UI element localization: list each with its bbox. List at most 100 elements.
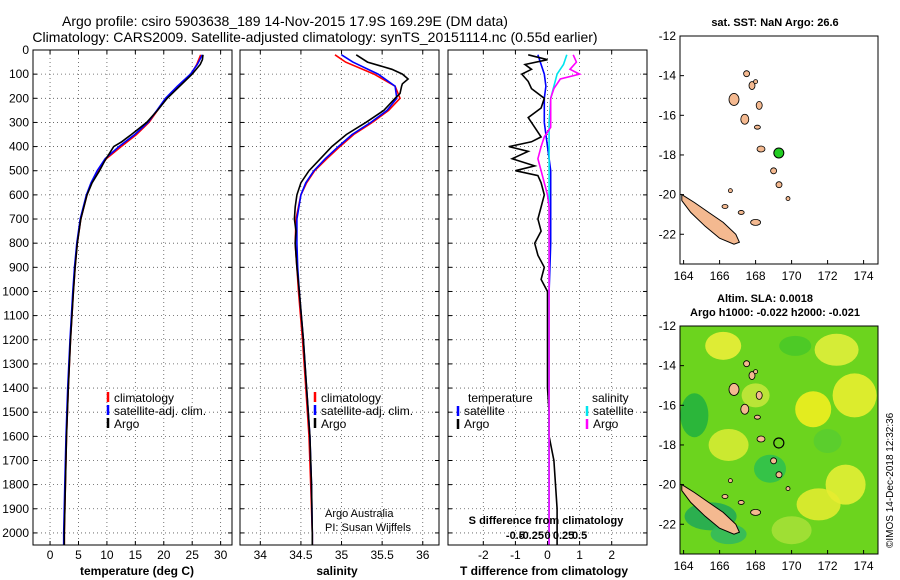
depth-tick-label: 200 xyxy=(9,91,29,105)
map-bottom-anomaly-blob xyxy=(771,516,812,545)
map-bottom-island xyxy=(754,414,761,420)
salinity-xtick-label: 36 xyxy=(416,548,430,562)
temperature-series-climatology xyxy=(63,54,202,545)
difference-xtick-label: 0 xyxy=(544,548,551,562)
map-bottom-island xyxy=(770,457,777,465)
map-bottom-lat-label: -18 xyxy=(659,438,677,452)
difference-xlabel: T difference from climatology xyxy=(460,564,628,578)
temperature-xtick-label: 15 xyxy=(129,548,143,562)
map-top-lat-label: -20 xyxy=(659,188,677,202)
map-bottom-anomaly-blob xyxy=(779,335,812,356)
map-top-lon-label: 170 xyxy=(782,269,802,283)
map-top-frame xyxy=(679,35,879,265)
temperature-xtick-label: 25 xyxy=(186,548,200,562)
map-top-island xyxy=(748,81,756,90)
map-bottom-anomaly-blob xyxy=(680,393,709,438)
map-bottom-island xyxy=(750,508,761,516)
secondary-xtick-label: 0.5 xyxy=(572,530,587,542)
depth-tick-label: 1300 xyxy=(2,357,29,371)
difference-xtick-label: 1 xyxy=(576,548,583,562)
map-bottom-lat-label: -12 xyxy=(659,319,677,333)
depth-tick-label: 0 xyxy=(22,43,29,57)
map-bottom-frame xyxy=(679,325,879,555)
map-top-title: sat. SST: NaN Argo: 26.6 xyxy=(711,17,838,29)
depth-tick-label: 1600 xyxy=(2,429,29,443)
salinity-series-argo xyxy=(293,54,410,545)
salinity-xtick-label: 35.5 xyxy=(370,548,394,562)
temperature-xtick-label: 30 xyxy=(214,548,228,562)
legend-salinity-title: salinity xyxy=(592,391,629,405)
difference-series-salinity-argo xyxy=(537,54,582,545)
diff-legend-2: satellite xyxy=(593,404,634,418)
map-bottom-anomaly-blob xyxy=(832,373,877,418)
depth-tick-label: 1200 xyxy=(2,333,29,347)
map-top-island xyxy=(728,188,733,194)
depth-tick-label: 2000 xyxy=(2,526,29,540)
map-bottom-argo-marker xyxy=(773,437,785,449)
map-top-lon-label: 164 xyxy=(674,269,694,283)
depth-tick-label: 300 xyxy=(9,115,29,129)
map-bottom-lon-label: 168 xyxy=(746,559,766,573)
temperature-legend-1: satellite-adj. clim. xyxy=(114,404,206,418)
secondary-xtick-label: 0 xyxy=(544,530,550,542)
map-top-island xyxy=(756,145,766,153)
map-top-lat-label: -22 xyxy=(659,227,677,241)
depth-tick-label: 1900 xyxy=(2,502,29,516)
diff-legend-1: Argo xyxy=(464,417,490,431)
map-top-lon-label: 174 xyxy=(854,269,874,283)
imos-timestamp: ©IMOS 14-Dec-2018 12:32:36 xyxy=(885,412,896,548)
temperature-xtick-label: 0 xyxy=(47,548,54,562)
temperature-series-argo xyxy=(63,54,204,545)
map-bottom-lat-label: -22 xyxy=(659,517,677,531)
map-bottom-anomaly-blob xyxy=(741,383,770,408)
depth-tick-label: 700 xyxy=(9,212,29,226)
difference-frame xyxy=(447,49,648,546)
legend-temperature-title: temperature xyxy=(468,391,533,405)
salinity-xtick-label: 34 xyxy=(254,548,268,562)
salinity-series-satellite-adj-clim- xyxy=(296,54,398,545)
map-bottom-island xyxy=(737,500,745,505)
map-top-island xyxy=(754,124,761,130)
map-top-lat-label: -18 xyxy=(659,148,677,162)
salinity-panel: 34 34.5 35 35.5 36 climatologysatellite-adj. … xyxy=(239,49,440,562)
map-bottom-new-caledonia xyxy=(681,483,741,535)
map-bottom-lat-label: -20 xyxy=(659,478,677,492)
depth-tick-label: 1100 xyxy=(3,309,29,323)
salinity-legend-1: satellite-adj. clim. xyxy=(321,404,413,418)
map-bottom-island xyxy=(721,494,729,499)
map-top-island xyxy=(770,167,777,175)
map-top-lat-label: -12 xyxy=(659,29,677,43)
depth-tick-label: 400 xyxy=(9,140,29,154)
map-top-lat-label: -14 xyxy=(659,69,677,83)
map-bottom-island xyxy=(728,478,733,484)
map-top-island xyxy=(755,100,763,110)
salinity-xlabel: salinity xyxy=(316,564,358,578)
map-bottom-lon-label: 170 xyxy=(782,559,802,573)
salinity-xtick-label: 34.5 xyxy=(289,548,313,562)
difference-xtick-label: 2 xyxy=(608,548,615,562)
map-top-island xyxy=(743,70,750,78)
depth-tick-label: 1400 xyxy=(2,381,29,395)
map-bottom-anomaly-blob xyxy=(705,331,742,360)
map-bottom-anomaly-blob xyxy=(754,454,786,483)
depth-tick-label: 1500 xyxy=(2,405,29,419)
map-bottom-lon-label: 172 xyxy=(818,559,838,573)
map-bottom-island xyxy=(775,471,783,479)
diff-legend-0: satellite xyxy=(464,404,505,418)
map-bottom: 164 166 168 170 172 174 -12 -14 -16 -18 -20 -22 xyxy=(659,319,879,573)
secondary-xtick-label: -0.5 xyxy=(506,530,525,542)
secondary-xtick-label: 0.25 xyxy=(553,530,574,542)
salinity-frame xyxy=(239,49,440,546)
salinity-xtick-label: 35 xyxy=(335,548,349,562)
map-bottom-island xyxy=(743,360,750,368)
salinity-legend-2: Argo xyxy=(321,417,347,431)
map-top-island xyxy=(740,113,750,125)
salinity-legend-0: climatology xyxy=(321,391,381,405)
map-top-lon-label: 168 xyxy=(746,269,766,283)
title-line-1: Argo profile: csiro 5903638_189 14-Nov-2… xyxy=(62,13,508,29)
map-top-island xyxy=(753,79,758,84)
map-top-lon-label: 166 xyxy=(710,269,730,283)
depth-tick-label: 600 xyxy=(9,188,29,202)
